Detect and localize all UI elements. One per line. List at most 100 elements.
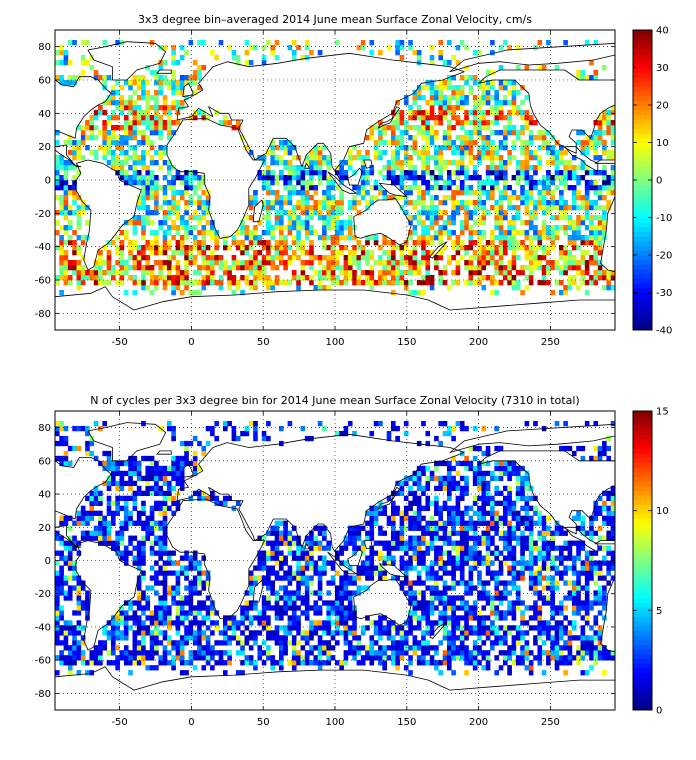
bin-cell [485,665,491,671]
bin-cell [567,160,573,166]
bin-cell [378,140,383,146]
bin-cell [425,240,431,246]
colorbar-step [633,86,652,92]
bin-cell [279,255,284,261]
bin-cell [283,225,288,231]
bin-cell [291,590,297,596]
bin-cell [434,180,439,186]
bin-cell [421,170,426,176]
bin-cell [403,210,409,216]
bin-cell [429,645,435,651]
bin-cell [606,570,611,576]
bin-cell [442,655,448,661]
bin-cell [167,590,172,596]
bin-cell [184,275,189,281]
bin-cell [253,580,258,586]
bin-cell [455,645,461,651]
bin-cell [580,145,586,151]
bin-cell [610,170,616,176]
bin-cell [481,620,487,626]
bin-cell [128,660,133,666]
bin-cell [80,280,86,286]
bin-cell [524,125,530,131]
bin-cell [447,560,452,566]
bin-cell [515,65,521,71]
bin-cell [515,240,521,246]
bin-cell [67,190,73,196]
bin-cell [528,180,534,186]
bin-cell [416,90,422,96]
bin-cell [261,245,267,251]
bin-cell [296,285,301,291]
bin-cell [210,620,215,626]
bin-cell [188,75,194,81]
bin-cell [227,620,232,626]
bin-cell [55,155,60,161]
bin-cell [356,650,362,656]
bin-cell [567,555,573,561]
bin-cell [434,665,439,671]
bin-cell [541,595,547,601]
bin-cell [235,260,241,266]
bin-cell [132,155,138,161]
bin-cell [287,605,293,611]
bin-cell [412,250,418,256]
bin-cell [459,635,465,641]
bin-cell [197,265,202,271]
bin-cell [184,260,189,266]
bin-cell [149,275,155,281]
bin-cell [145,175,151,181]
bin-cell [481,555,487,561]
bin-cell [438,270,443,276]
bin-cell [528,660,534,666]
bin-cell [291,255,297,261]
bin-cell [412,175,418,181]
bin-cell [287,570,293,576]
bin-cell [447,125,452,131]
bin-cell [602,165,607,171]
bin-cell [447,605,452,611]
bin-cell [309,545,314,551]
bin-cell [119,260,125,266]
bin-cell [167,560,172,566]
bin-cell [119,145,125,151]
bin-cell [589,665,594,671]
bin-cell [490,255,495,261]
bin-cell [597,230,603,236]
bin-cell [520,540,525,546]
bin-cell [266,625,271,631]
bin-cell [442,195,448,201]
bin-cell [550,555,555,561]
bin-cell [429,585,435,591]
bin-cell [231,620,237,626]
bin-cell [477,215,482,221]
bin-cell [158,610,163,616]
bin-cell [304,235,310,241]
bin-cell [304,540,310,546]
bin-cell [287,200,293,206]
bin-cell [291,170,297,176]
bin-cell [494,100,499,106]
bin-cell [597,640,603,646]
bin-cell [205,115,211,121]
bin-cell [123,125,129,131]
bin-cell [541,235,547,241]
bin-cell [266,250,271,256]
bin-cell [85,205,90,211]
bin-cell [606,655,611,661]
bin-cell [253,225,258,231]
bin-cell [507,590,512,596]
bin-cell [218,260,224,266]
bin-cell [274,550,280,556]
bin-cell [459,575,465,581]
bin-cell [270,585,275,591]
bin-cell [421,560,426,566]
bin-cell [528,560,534,566]
bin-cell [240,605,245,611]
bin-cell [597,610,603,616]
bin-cell [266,630,271,636]
bin-cell [132,180,138,186]
bin-cell [154,240,159,246]
bin-cell [434,85,439,91]
landmass-outline [363,159,373,169]
